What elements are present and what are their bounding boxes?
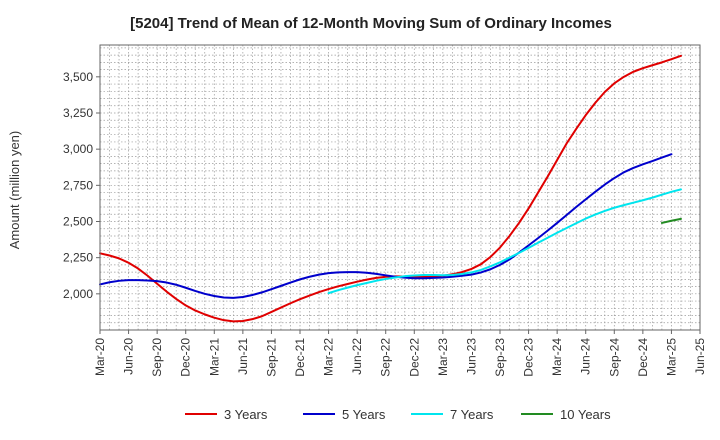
legend-item-10-years: 10 Years <box>521 407 611 422</box>
x-tick-label: Sep-21 <box>264 338 278 377</box>
legend-label: 10 Years <box>560 407 611 422</box>
y-tick-label: 2,500 <box>63 214 93 228</box>
y-axis-label: Amount (million yen) <box>7 131 22 250</box>
y-tick-label: 2,000 <box>63 287 93 301</box>
x-tick-label: Jun-23 <box>464 338 478 375</box>
x-tick-label: Mar-20 <box>93 338 107 376</box>
x-tick-label: Sep-24 <box>607 338 621 377</box>
y-tick-label: 2,750 <box>63 178 93 192</box>
legend-item-5-years: 5 Years <box>303 407 386 422</box>
y-tick-label: 3,500 <box>63 70 93 84</box>
series-line-7-years <box>327 188 682 295</box>
series-line-5-years <box>99 153 673 299</box>
x-tick-label: Dec-22 <box>407 338 421 377</box>
legend-item-7-years: 7 Years <box>411 407 494 422</box>
y-tick-label: 2,250 <box>63 251 93 265</box>
y-axis-ticks: 2,000 2,250 2,500 2,750 3,000 3,250 3,500 <box>63 70 100 301</box>
legend: 3 Years 5 Years 7 Years 10 Years <box>185 407 611 422</box>
x-tick-label: Sep-20 <box>150 338 164 377</box>
x-tick-label: Jun-21 <box>236 338 250 375</box>
y-tick-label: 3,250 <box>63 106 93 120</box>
plot-border <box>99 44 701 331</box>
x-tick-label: Jun-22 <box>350 338 364 375</box>
x-tick-label: Jun-25 <box>693 338 707 375</box>
x-tick-label: Mar-22 <box>322 338 336 376</box>
x-tick-label: Mar-21 <box>207 338 221 376</box>
series-line-10-years <box>660 217 682 224</box>
x-tick-label: Jun-20 <box>122 338 136 375</box>
legend-label: 5 Years <box>342 407 386 422</box>
x-tick-label: Dec-20 <box>179 338 193 377</box>
x-tick-label: Dec-24 <box>636 338 650 377</box>
legend-label: 7 Years <box>450 407 494 422</box>
legend-label: 3 Years <box>224 407 268 422</box>
x-axis-ticks: Mar-20 Jun-20 Sep-20 Dec-20 Mar-21 Jun-21 Sep-… <box>93 330 707 377</box>
x-tick-label: Sep-23 <box>493 338 507 377</box>
series-lines <box>99 54 682 323</box>
series-line-3-years <box>99 54 682 323</box>
y-tick-label: 3,000 <box>63 142 93 156</box>
x-tick-label: Mar-23 <box>436 338 450 376</box>
legend-item-3-years: 3 Years <box>185 407 268 422</box>
x-tick-label: Sep-22 <box>379 338 393 377</box>
x-tick-label: Dec-21 <box>293 338 307 377</box>
x-tick-label: Mar-24 <box>550 338 564 376</box>
x-tick-label: Mar-25 <box>664 338 678 376</box>
x-tick-label: Jun-24 <box>579 338 593 375</box>
x-tick-label: Dec-23 <box>522 338 536 377</box>
chart-title: [5204] Trend of Mean of 12-Month Moving … <box>130 15 612 32</box>
